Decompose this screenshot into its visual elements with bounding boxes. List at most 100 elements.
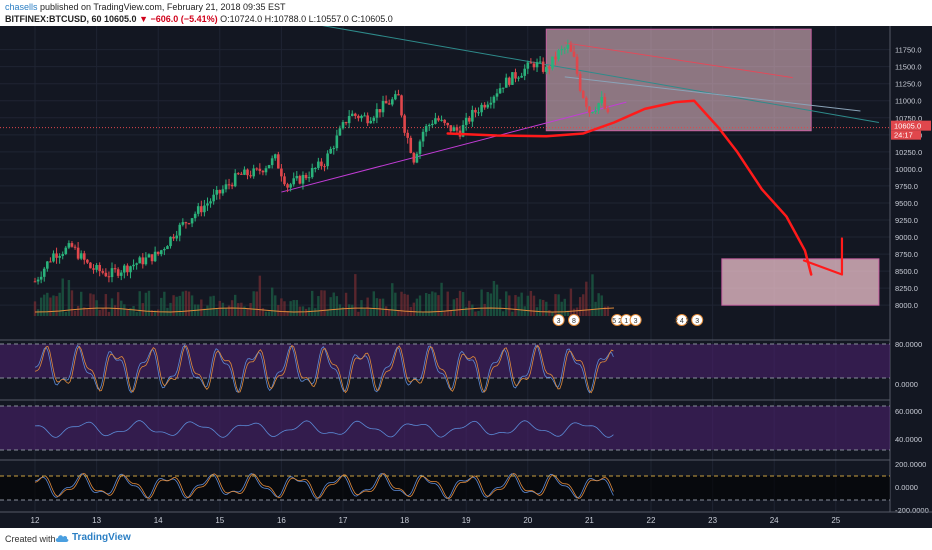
candle-body bbox=[535, 62, 539, 68]
created-with-label: Created with bbox=[5, 534, 56, 544]
candle-body bbox=[206, 203, 209, 206]
volume-bar bbox=[446, 291, 449, 316]
price-tick-label: 9250.0 bbox=[895, 216, 918, 225]
volume-bar bbox=[52, 295, 55, 316]
candle-body bbox=[187, 223, 191, 225]
candle-body bbox=[172, 236, 175, 239]
event-badge-label: 8 bbox=[572, 318, 576, 325]
candle-body bbox=[144, 257, 148, 265]
candle-body bbox=[67, 243, 71, 248]
candle-body bbox=[575, 56, 579, 74]
tradingview-logo[interactable]: TradingView bbox=[55, 532, 131, 543]
volume-bar bbox=[397, 310, 400, 316]
rsi-pane-tick-label: 60.0000 bbox=[895, 407, 922, 416]
candle-body bbox=[344, 122, 348, 124]
candle-body bbox=[372, 117, 376, 121]
volume-bar bbox=[566, 310, 570, 316]
volume-bar bbox=[437, 295, 440, 316]
volume-bar bbox=[249, 302, 252, 316]
candle-body bbox=[92, 268, 95, 270]
volume-bar bbox=[501, 311, 505, 316]
price-tick-label: 8750.0 bbox=[895, 250, 918, 259]
candle-body bbox=[400, 95, 403, 116]
candle-body bbox=[169, 236, 172, 247]
volume-bar bbox=[206, 305, 209, 316]
volume-bar bbox=[338, 304, 342, 316]
volume-bar bbox=[563, 298, 566, 316]
countdown-label: 24:17 bbox=[894, 131, 913, 140]
candle-body bbox=[184, 222, 188, 224]
candle-body bbox=[403, 115, 406, 133]
volume-bar bbox=[323, 290, 326, 316]
candle-body bbox=[424, 126, 428, 132]
candle-body bbox=[421, 131, 425, 142]
volume-bar bbox=[428, 293, 431, 316]
price-tick-label: 10000.0 bbox=[895, 165, 922, 174]
volume-bar bbox=[517, 296, 520, 316]
candle-body bbox=[138, 257, 142, 264]
volume-bar bbox=[255, 291, 258, 316]
volume-bar bbox=[49, 297, 52, 316]
volume-bar bbox=[178, 295, 181, 316]
channel-line bbox=[564, 42, 793, 79]
volume-bar bbox=[86, 309, 89, 316]
event-badge-label: 1 bbox=[624, 318, 628, 325]
volume-bar bbox=[406, 294, 409, 316]
volume-bar bbox=[551, 311, 554, 316]
price-tick-label: 11000.0 bbox=[895, 97, 922, 106]
last-price-tag bbox=[891, 120, 931, 131]
volume-bar bbox=[415, 298, 419, 316]
event-badge bbox=[552, 314, 565, 326]
volume-bar bbox=[381, 298, 385, 316]
candle-body bbox=[301, 174, 305, 184]
candle-body bbox=[33, 281, 37, 283]
candle-body bbox=[58, 255, 61, 258]
candle-body bbox=[36, 279, 40, 282]
volume-bar bbox=[317, 296, 320, 316]
stoch-pane-tick-label: 0.0000 bbox=[895, 380, 918, 389]
volume-bar bbox=[347, 304, 351, 316]
volume-bar bbox=[357, 311, 360, 316]
volume-bar bbox=[187, 291, 191, 316]
event-badge-label: 5 2 bbox=[612, 318, 622, 325]
stoch-pane-line bbox=[34, 344, 614, 394]
candle-body bbox=[563, 48, 567, 50]
candle-body bbox=[289, 184, 292, 188]
volume-bar bbox=[468, 300, 471, 316]
volume-bar bbox=[157, 309, 160, 316]
candle-body bbox=[70, 243, 74, 247]
time-tick-label: 19 bbox=[462, 516, 471, 525]
volume-bar bbox=[431, 291, 434, 316]
candle-body bbox=[449, 125, 453, 132]
volume-bar bbox=[526, 295, 529, 316]
candle-body bbox=[193, 213, 197, 219]
candle-body bbox=[523, 68, 527, 76]
projection-arrow bbox=[802, 237, 844, 276]
volume-bar bbox=[144, 292, 148, 316]
candle-body bbox=[119, 272, 123, 276]
volume-bar bbox=[369, 307, 372, 316]
candle-body bbox=[141, 257, 145, 265]
candle-body bbox=[520, 75, 523, 78]
candle-body bbox=[369, 120, 373, 124]
candle-body bbox=[295, 175, 299, 179]
volume-bar bbox=[224, 307, 228, 316]
candle-body bbox=[49, 261, 52, 263]
candle-body bbox=[350, 113, 354, 117]
volume-bar bbox=[403, 293, 406, 316]
event-badge bbox=[629, 314, 642, 326]
candle-body bbox=[261, 170, 265, 173]
candle-body bbox=[86, 259, 89, 263]
publish-line: chasells published on TradingView.com, F… bbox=[5, 2, 286, 12]
volume-bar bbox=[138, 291, 141, 316]
volume-bar bbox=[113, 305, 117, 316]
time-tick-label: 20 bbox=[523, 516, 532, 525]
volume-bar bbox=[440, 282, 443, 316]
candle-body bbox=[89, 262, 92, 269]
volume-bar bbox=[73, 310, 77, 316]
candle-body bbox=[246, 169, 249, 176]
author-link[interactable]: chasells bbox=[5, 2, 38, 12]
volume-bar bbox=[141, 303, 144, 316]
